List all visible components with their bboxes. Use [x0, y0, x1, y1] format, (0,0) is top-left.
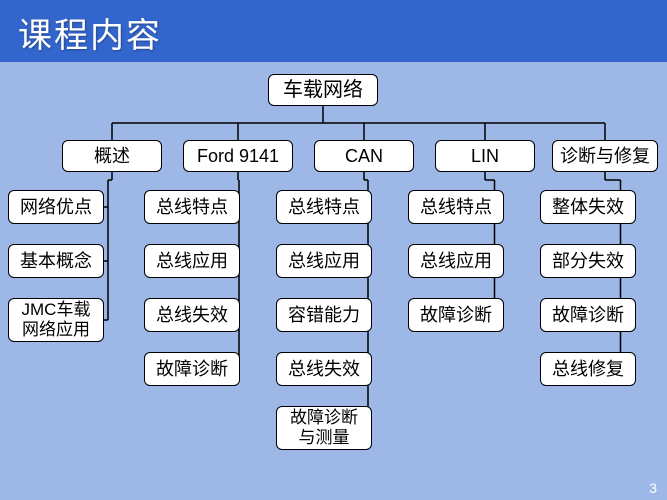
node-leaf-17: 故障诊断	[540, 298, 636, 332]
node-leaf-11: 故障诊断 与测量	[276, 406, 372, 450]
node-leaf-15: 整体失效	[540, 190, 636, 224]
node-leaf-10: 总线失效	[276, 352, 372, 386]
node-leaf-2: JMC车载 网络应用	[8, 298, 104, 342]
node-branch-4: 诊断与修复	[552, 140, 658, 172]
node-branch-1: Ford 9141	[183, 140, 293, 172]
diagram-canvas: 车载网络概述 Ford 9141 CAN LIN 诊断与修复网络优点基本概念 JMC车载 …	[0, 62, 667, 500]
node-branch-0: 概述	[62, 140, 162, 172]
node-leaf-13: 总线应用	[408, 244, 504, 278]
node-leaf-16: 部分失效	[540, 244, 636, 278]
node-branch-2: CAN	[314, 140, 414, 172]
page-number: 3	[649, 480, 657, 496]
node-leaf-1: 基本概念	[8, 244, 104, 278]
node-leaf-0: 网络优点	[8, 190, 104, 224]
node-leaf-14: 故障诊断	[408, 298, 504, 332]
node-leaf-4: 总线应用	[144, 244, 240, 278]
node-leaf-12: 总线特点	[408, 190, 504, 224]
slide-header: 课程内容	[0, 0, 667, 62]
node-root: 车载网络	[268, 74, 378, 106]
node-leaf-6: 故障诊断	[144, 352, 240, 386]
node-leaf-9: 容错能力	[276, 298, 372, 332]
node-leaf-5: 总线失效	[144, 298, 240, 332]
node-leaf-3: 总线特点	[144, 190, 240, 224]
node-leaf-7: 总线特点	[276, 190, 372, 224]
slide-title: 课程内容	[18, 8, 649, 57]
node-leaf-18: 总线修复	[540, 352, 636, 386]
node-leaf-8: 总线应用	[276, 244, 372, 278]
node-branch-3: LIN	[435, 140, 535, 172]
